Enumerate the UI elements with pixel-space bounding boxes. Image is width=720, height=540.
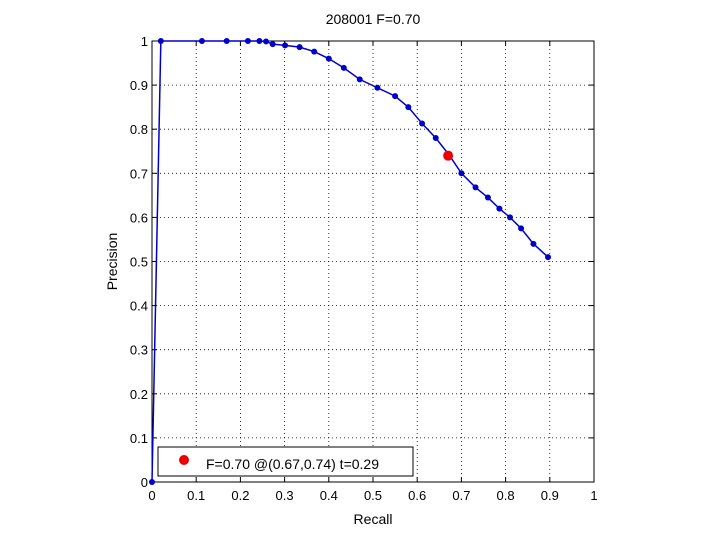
x-tick-label: 0.3 — [276, 488, 294, 503]
y-axis-label: Precision — [104, 233, 120, 291]
highlight-layer — [443, 150, 454, 161]
data-point — [530, 240, 537, 247]
data-point — [223, 38, 230, 44]
data-point — [157, 38, 164, 44]
data-point — [282, 42, 289, 49]
y-tick-label: 0.3 — [130, 343, 148, 358]
data-point — [263, 38, 270, 45]
data-point — [256, 38, 263, 44]
data-point — [269, 41, 276, 48]
y-tick-label: 0.5 — [130, 255, 148, 270]
series-line — [151, 40, 549, 483]
data-point — [356, 76, 363, 83]
data-point — [392, 93, 399, 100]
legend: F=0.70 @(0.67,0.74) t=0.29 — [157, 446, 414, 477]
x-tick-label: 0 — [148, 488, 155, 503]
y-tick-label: 0 — [141, 475, 148, 490]
data-point — [325, 55, 332, 62]
y-tick-label: 0.7 — [130, 166, 148, 181]
x-tick-label: 0.4 — [320, 488, 338, 503]
data-point — [340, 64, 347, 71]
legend-label: F=0.70 @(0.67,0.74) t=0.29 — [206, 456, 379, 472]
x-tick-label: 0.5 — [364, 488, 382, 503]
x-tick-label: 0.1 — [187, 488, 205, 503]
y-tick-label: 0.8 — [130, 122, 148, 137]
legend-marker — [179, 455, 189, 465]
x-tick-labels: 0 0.1 0.2 0.3 0.4 0.5 0.6 0.7 0.8 0.9 1 — [148, 488, 597, 503]
best-f-point — [443, 150, 454, 161]
data-point — [458, 170, 465, 177]
data-point — [374, 84, 381, 91]
y-tick-label: 1 — [141, 34, 148, 49]
legend-box — [157, 446, 414, 477]
x-tick-label: 0.6 — [408, 488, 426, 503]
y-tick-labels: 0 0.1 0.2 0.3 0.4 0.5 0.6 0.7 0.8 0.9 1 — [130, 34, 148, 490]
chart-title: 208001 F=0.70 — [326, 11, 421, 27]
data-point — [545, 254, 552, 261]
y-tick-label: 0.1 — [130, 431, 148, 446]
data-point — [419, 120, 426, 127]
y-tick-label: 0.4 — [130, 299, 148, 314]
data-point — [149, 479, 155, 485]
y-tick-label: 0.9 — [130, 78, 148, 93]
data-point — [484, 194, 491, 201]
data-point — [244, 38, 251, 44]
x-tick-label: 0.8 — [497, 488, 515, 503]
data-point — [311, 48, 318, 55]
data-point — [405, 104, 412, 111]
x-tick-label: 0.7 — [452, 488, 470, 503]
grid-lines — [152, 41, 594, 482]
series-layer — [149, 38, 552, 485]
data-point — [518, 225, 525, 232]
data-point — [472, 184, 479, 191]
data-point — [496, 205, 503, 212]
x-tick-label: 1 — [590, 488, 597, 503]
data-point — [296, 44, 303, 51]
x-tick-label: 0.9 — [541, 488, 559, 503]
x-tick-label: 0.2 — [231, 488, 249, 503]
y-tick-label: 0.2 — [130, 387, 148, 402]
data-point — [432, 135, 439, 142]
data-point — [507, 214, 514, 221]
x-axis-label: Recall — [354, 511, 393, 527]
y-tick-label: 0.6 — [130, 210, 148, 225]
data-point — [198, 38, 205, 44]
